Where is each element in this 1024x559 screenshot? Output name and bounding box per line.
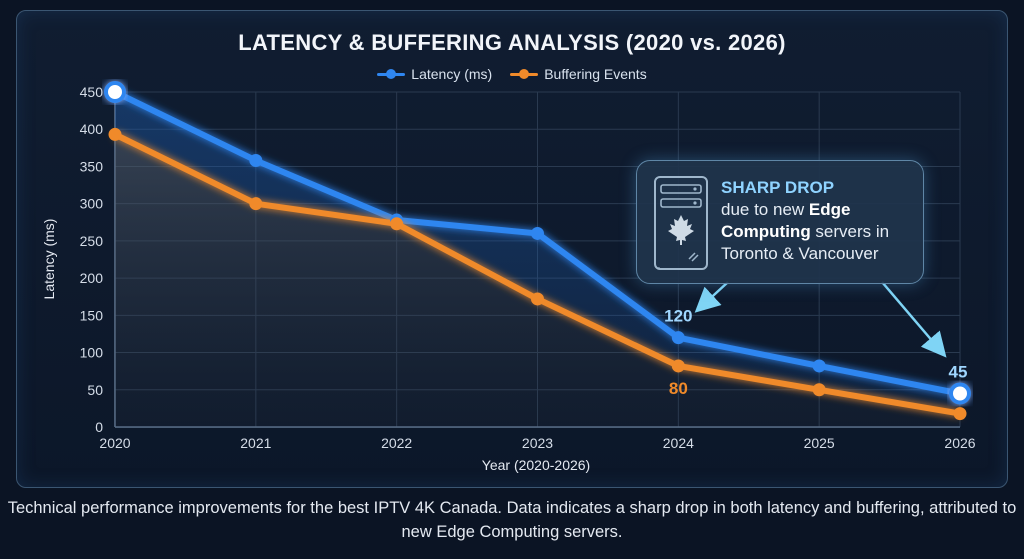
chart-title: LATENCY & BUFFERING ANALYSIS (2020 vs. 2… (238, 30, 786, 55)
x-tick-label: 2024 (663, 435, 694, 451)
area-between-series (115, 92, 960, 414)
data-point-buffering (953, 407, 967, 421)
y-tick-label: 0 (95, 419, 103, 435)
callout-suffix: servers in Toronto & Vancouver (721, 222, 890, 263)
data-point-latency-highlight (949, 382, 971, 405)
callout-prefix: due to new (721, 200, 809, 219)
data-label: 80 (669, 379, 688, 398)
server-maple-leaf-icon (654, 176, 708, 270)
y-axis-label: Latency (ms) (41, 219, 57, 300)
callout-text: SHARP DROP due to new Edge Computing ser… (721, 177, 916, 265)
chart-data-labels: 120 45 80 (664, 307, 967, 398)
data-point-buffering (249, 197, 263, 211)
callout-box: SHARP DROP due to new Edge Computing ser… (636, 160, 924, 284)
x-tick-label: 2026 (944, 435, 975, 451)
y-tick-label: 100 (80, 345, 104, 361)
y-tick-label: 350 (80, 158, 104, 174)
legend-item-buffering: Buffering Events (510, 66, 647, 82)
legend-item-latency: Latency (ms) (377, 66, 492, 82)
legend-label-buffering: Buffering Events (544, 66, 647, 82)
x-tick-label: 2025 (804, 435, 835, 451)
data-point-latency (812, 359, 826, 373)
callout-arrow-left (694, 281, 729, 313)
data-point-latency-highlight (104, 81, 126, 103)
callout-arrow-right (881, 281, 947, 358)
x-tick-label: 2022 (381, 435, 412, 451)
data-point-latency (531, 226, 544, 240)
legend-swatch-buffering (510, 67, 539, 81)
data-point-buffering (812, 383, 826, 397)
y-tick-label: 200 (80, 270, 104, 286)
legend-label-latency: Latency (ms) (411, 66, 493, 82)
chart-caption: Technical performance improvements for t… (7, 499, 1017, 541)
x-axis-label: Year (2020-2026) (482, 457, 590, 473)
chart-points (104, 81, 971, 421)
chart-areas (115, 92, 960, 427)
data-point-buffering (390, 217, 404, 231)
legend-swatch-latency (377, 67, 406, 81)
y-tick-label: 150 (80, 307, 104, 323)
data-label: 120 (664, 307, 692, 326)
y-tick-label: 450 (80, 84, 104, 100)
chart-legend: Latency (ms) Buffering Events (0, 66, 1024, 82)
chart-ticks: 0 50 100 150 200 250 300 350 400 450 2020 2021 2022 2… (80, 84, 976, 451)
y-tick-label: 400 (80, 121, 104, 137)
x-tick-label: 2023 (522, 435, 553, 451)
data-point-latency (671, 331, 685, 345)
area-under-buffering (115, 134, 960, 427)
y-tick-label: 250 (80, 233, 104, 249)
y-tick-label: 50 (87, 382, 103, 398)
callout-heading: SHARP DROP (721, 178, 835, 197)
y-tick-label: 300 (80, 196, 104, 212)
callout-bold: Edge Computing (721, 200, 851, 241)
data-point-latency (249, 153, 263, 167)
data-point-buffering (671, 359, 685, 373)
data-point-buffering (531, 292, 544, 306)
x-tick-label: 2021 (240, 435, 271, 451)
data-point-buffering (108, 127, 122, 141)
x-tick-label: 2020 (99, 435, 130, 451)
data-label: 45 (949, 363, 968, 382)
